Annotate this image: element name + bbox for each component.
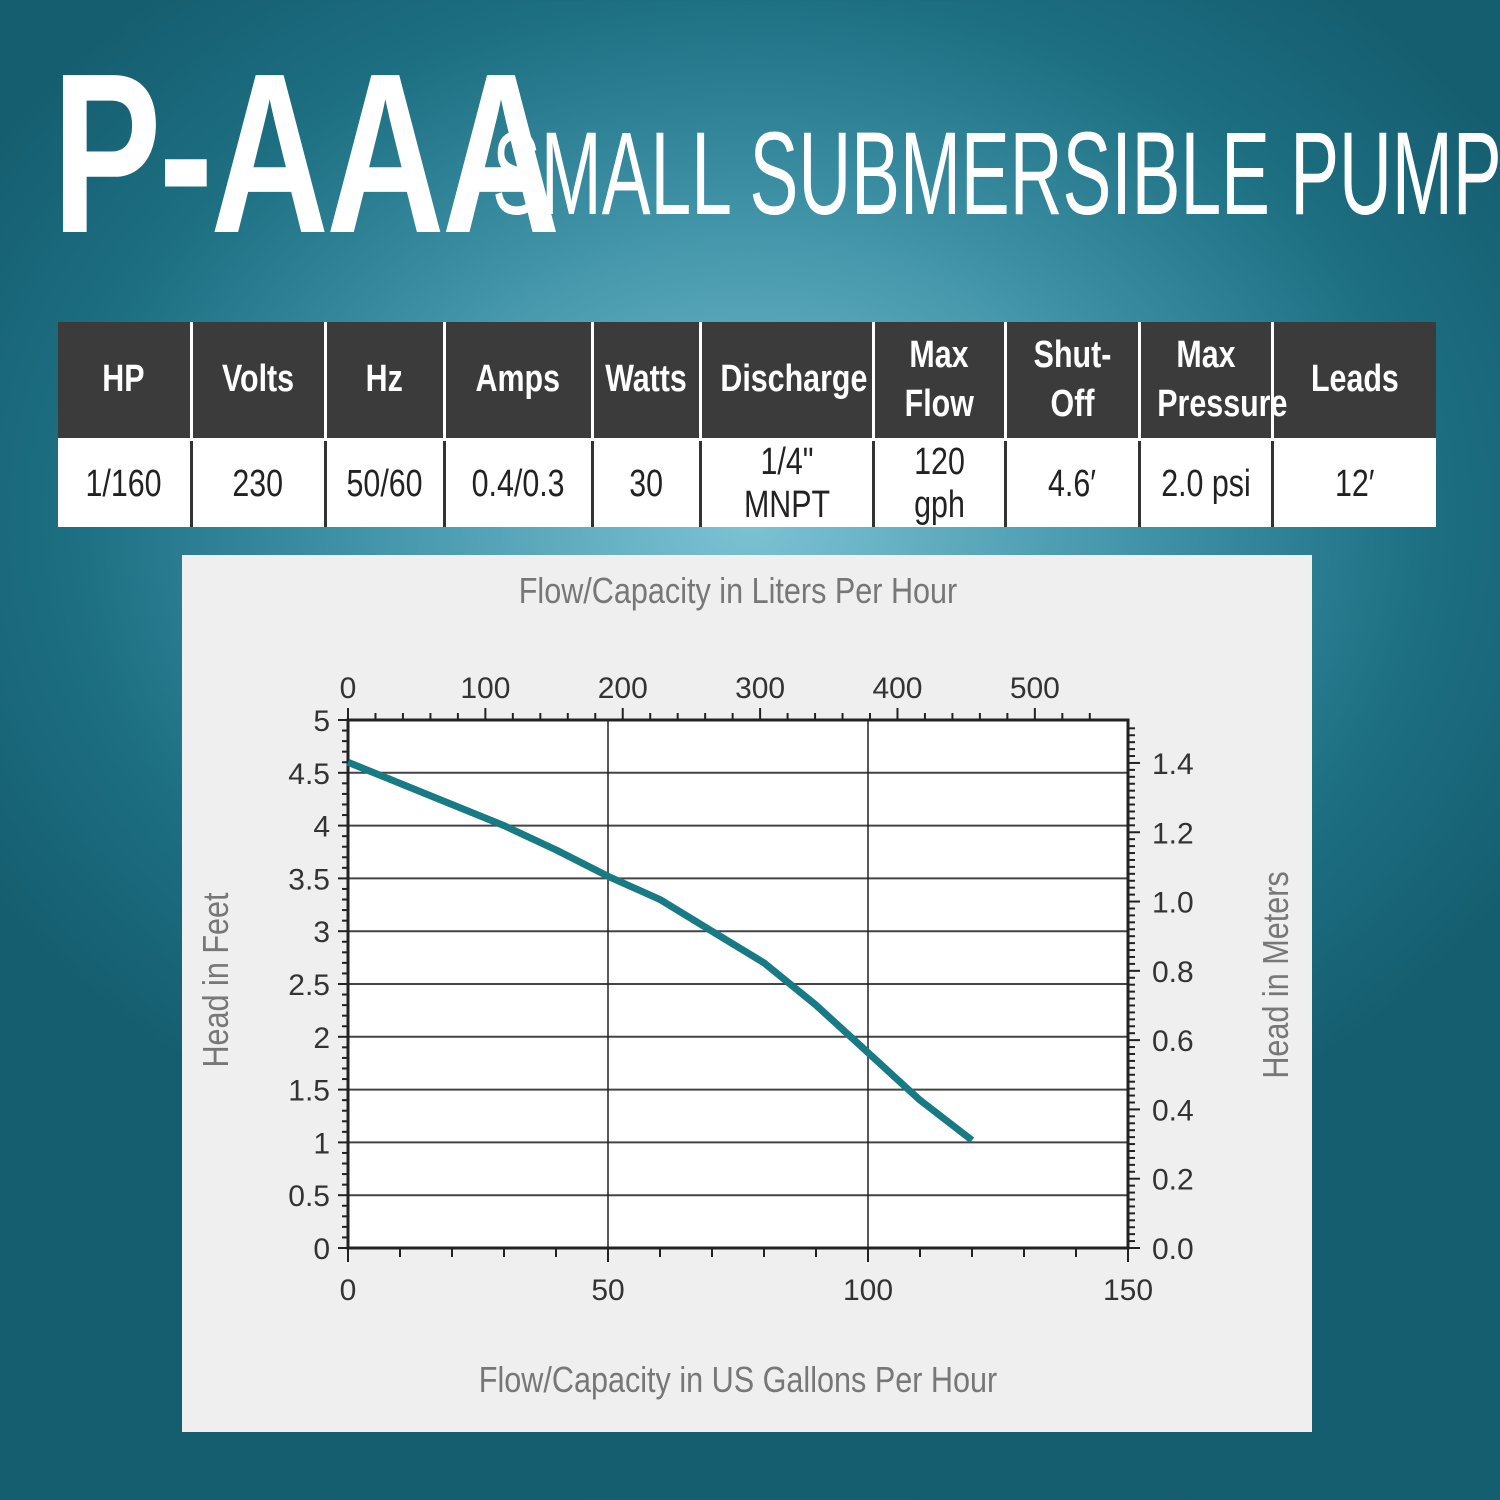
x-tick-label: 100 — [843, 1274, 893, 1307]
y2-tick-label: 1.0 — [1152, 887, 1194, 920]
column-header-text: Shut-Off — [1033, 333, 1111, 425]
performance-chart: Flow/Capacity in Liters Per Hour Flow/Ca… — [182, 555, 1312, 1432]
column-header: Volts — [189, 322, 325, 440]
spec-value: 1/4" MNPT — [698, 438, 873, 527]
column-header: Hz — [323, 322, 444, 440]
column-header: Amps — [442, 322, 592, 440]
y2-tick-label: 1.4 — [1152, 748, 1194, 781]
y-tick-label: 3.5 — [288, 863, 330, 896]
y-tick-label: 1.5 — [288, 1075, 330, 1108]
spec-value: 50/60 — [323, 438, 444, 527]
column-header-text: Pressure — [1156, 383, 1287, 425]
x2-tick-label: 200 — [598, 672, 648, 705]
y2-tick-label: 1.2 — [1152, 817, 1194, 850]
y-tick-label: 0 — [313, 1233, 330, 1266]
spec-value: 4.6′ — [1003, 438, 1139, 527]
column-header: Max Pressure — [1137, 322, 1287, 440]
y2-tick-label: 0.2 — [1152, 1164, 1194, 1197]
column-header: Leads — [1270, 322, 1436, 440]
performance-curve — [346, 758, 975, 1144]
x2-tick-label: 0 — [340, 672, 357, 705]
spec-value-text: 230 — [232, 462, 284, 505]
product-subtitle: SMALL SUBMERSIBLE PUMP — [492, 108, 1500, 240]
spec-value-text: 0.4/0.3 — [471, 462, 565, 505]
spec-value: 2.0 psi — [1137, 438, 1272, 527]
y2-tick-label: 0.4 — [1152, 1094, 1194, 1127]
column-header: HP — [58, 322, 191, 440]
chart-svg: Flow/Capacity in Liters Per Hour Flow/Ca… — [197, 572, 1297, 1401]
column-header-text: Amps — [475, 358, 561, 401]
x2-tick-label: 100 — [460, 672, 510, 705]
title: P-AAA — [52, 40, 754, 268]
y-tick-label: 2 — [313, 1022, 330, 1055]
column-header-text: Discharge — [719, 358, 867, 401]
spec-table: HP Volts Hz Amps Watts Discharge Max Flow Shut-O… — [58, 322, 1436, 527]
y-tick-label: 0.5 — [288, 1180, 330, 1213]
spec-value: 12′ — [1270, 438, 1436, 527]
column-header: Discharge — [698, 322, 873, 440]
column-header: Max Flow — [871, 322, 1005, 440]
y-tick-label: 3 — [313, 916, 330, 949]
spec-value: 120 gph — [871, 438, 1005, 527]
y2-tick-label: 0.8 — [1152, 956, 1194, 989]
column-header-text: Watts — [605, 358, 687, 401]
spec-value-text: 12′ — [1334, 462, 1375, 505]
spec-value-text: 120 gph — [913, 441, 965, 526]
spec-value: 0.4/0.3 — [442, 438, 592, 527]
y-tick-label: 5 — [313, 705, 330, 738]
x-tick-label: 50 — [591, 1274, 624, 1307]
column-header-text: Volts — [221, 358, 295, 401]
y-tick-label: 2.5 — [288, 969, 330, 1002]
y2-tick-label: 0.6 — [1152, 1025, 1194, 1058]
x-tick-label: 0 — [340, 1274, 357, 1307]
x2-tick-label: 500 — [1010, 672, 1060, 705]
spec-value-text: 2.0 psi — [1160, 462, 1251, 505]
y-axis-label: Head in Feet — [197, 892, 237, 1068]
model-name: P-AAA — [52, 27, 560, 281]
spec-value-text: 50/60 — [346, 462, 423, 505]
column-header-text: Hz — [365, 358, 404, 401]
x2-axis-label: Flow/Capacity in Liters Per Hour — [519, 572, 958, 612]
spec-value-text: 1/160 — [85, 462, 162, 505]
column-header-text: Max — [909, 333, 969, 376]
spec-value: 30 — [590, 438, 700, 527]
spec-value-text: 1/4" MNPT — [743, 441, 830, 526]
column-header-text: Max — [1175, 333, 1236, 376]
x-tick-label: 150 — [1103, 1274, 1153, 1307]
column-header: Watts — [590, 322, 700, 440]
x2-tick-label: 400 — [872, 672, 922, 705]
column-header-text: HP — [102, 358, 145, 401]
spec-value: 1/160 — [58, 438, 191, 527]
x2-tick-label: 300 — [735, 672, 785, 705]
y-tick-label: 4.5 — [288, 758, 330, 791]
spec-value-text: 30 — [629, 462, 663, 505]
column-header-text: Leads — [1310, 358, 1399, 401]
column-header-text: Flow — [904, 383, 974, 425]
y-tick-label: 4 — [313, 811, 330, 844]
spec-value: 230 — [189, 438, 325, 527]
y2-tick-label: 0.0 — [1152, 1233, 1194, 1266]
y2-axis-label: Head in Meters — [1257, 871, 1297, 1078]
x-axis-label: Flow/Capacity in US Gallons Per Hour — [479, 1361, 997, 1401]
y-tick-label: 1 — [313, 1127, 330, 1160]
spec-value-text: 4.6′ — [1048, 462, 1096, 505]
column-header: Shut-Off — [1003, 322, 1139, 440]
